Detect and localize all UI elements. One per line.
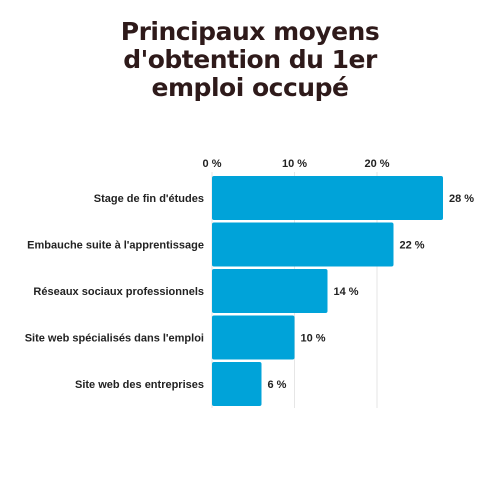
chart-title: Principaux moyens d'obtention du 1er emp… bbox=[0, 18, 500, 102]
bar bbox=[212, 269, 328, 313]
value-labels: 28 % 22 % 14 % 10 % 6 % bbox=[268, 193, 475, 391]
bar bbox=[212, 362, 262, 406]
x-tick-label: 20 % bbox=[364, 158, 389, 170]
data-label: 28 % bbox=[449, 193, 474, 205]
x-tick-label: 0 % bbox=[203, 158, 222, 170]
category-label: Stage de fin d'études bbox=[94, 193, 204, 205]
bar bbox=[212, 315, 295, 360]
category-labels: Stage de fin d'études Embauche suite à l'… bbox=[25, 193, 204, 391]
bar bbox=[212, 176, 443, 220]
x-tick-label: 10 % bbox=[282, 158, 307, 170]
bar bbox=[212, 222, 394, 267]
category-label: Réseaux sociaux professionnels bbox=[33, 286, 204, 298]
data-label: 22 % bbox=[400, 240, 425, 252]
category-label: Site web des entreprises bbox=[75, 379, 204, 391]
category-label: Embauche suite à l'apprentissage bbox=[27, 240, 204, 252]
data-label: 14 % bbox=[334, 286, 359, 298]
data-label: 10 % bbox=[301, 333, 326, 345]
x-axis-ticks: 0 % 10 % 20 % bbox=[203, 158, 390, 170]
title-line-1: Principaux moyens bbox=[120, 17, 380, 46]
title-line-3: emploi occupé bbox=[151, 73, 349, 102]
title-line-2: d'obtention du 1er bbox=[123, 45, 377, 74]
data-label: 6 % bbox=[268, 379, 287, 391]
category-label: Site web spécialisés dans l'emploi bbox=[25, 333, 204, 345]
bars bbox=[212, 176, 443, 406]
